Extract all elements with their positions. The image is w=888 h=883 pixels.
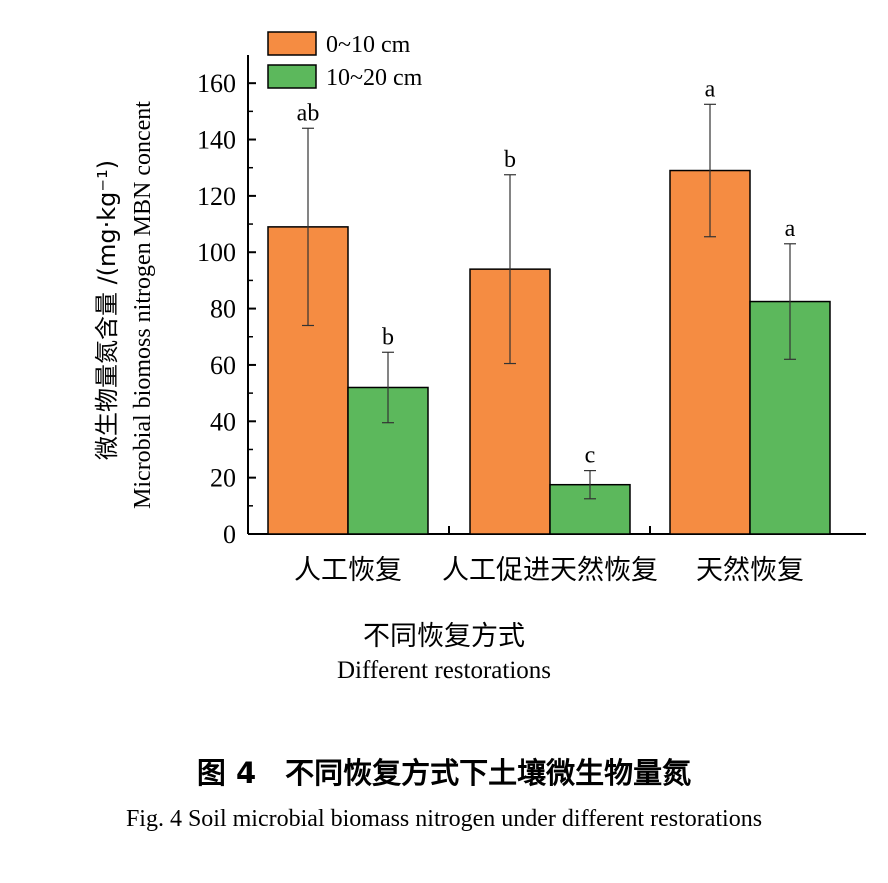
- y-axis-title-cn: 微生物量氮含量 /(mg·kg⁻¹): [93, 160, 121, 460]
- significance-label: b: [382, 324, 394, 350]
- legend-swatch: [267, 64, 317, 89]
- y-tick-label: 80: [210, 295, 236, 324]
- x-tick-label: 天然恢复: [696, 555, 804, 586]
- significance-label: ab: [297, 100, 320, 126]
- y-tick-label: 160: [197, 69, 236, 98]
- legend-label: 0~10 cm: [326, 32, 411, 58]
- significance-label: b: [504, 147, 516, 173]
- figure-caption-cn: 图 4 不同恢复方式下土壤微生物量氮: [196, 756, 692, 790]
- significance-label: c: [585, 443, 596, 469]
- y-axis-title-en: Microbial biomoss nitrogen MBN concent: [130, 101, 156, 509]
- significance-label: a: [705, 76, 716, 102]
- x-tick-label: 人工恢复: [294, 555, 402, 586]
- figure-caption-en: Fig. 4 Soil microbial biomass nitrogen u…: [125, 806, 763, 832]
- axes: 0 20 40 60 80 100 120 140 160 人工恢复 人工促进天然恢复 天然恢复: [197, 55, 866, 586]
- x-axis-title-en: Different restorations: [336, 657, 552, 684]
- legend: 0~10 cm 10~20 cm: [267, 31, 423, 91]
- legend-label: 10~20 cm: [326, 65, 423, 91]
- y-tick-label: 20: [210, 464, 236, 493]
- legend-swatch: [267, 31, 317, 56]
- significance-label: a: [785, 216, 796, 242]
- y-tick-label: 60: [210, 351, 236, 380]
- y-tick-label: 120: [197, 182, 236, 211]
- x-axis-title-cn: 不同恢复方式: [363, 621, 525, 652]
- y-tick-label: 40: [210, 407, 236, 436]
- y-tick-label: 100: [197, 238, 236, 267]
- x-tick-label: 人工促进天然恢复: [442, 555, 658, 586]
- y-tick-label: 140: [197, 126, 236, 155]
- y-axis-title: 微生物量氮含量 /(mg·kg⁻¹) Microbial biomoss nit…: [93, 101, 156, 509]
- y-tick-label: 0: [223, 520, 236, 549]
